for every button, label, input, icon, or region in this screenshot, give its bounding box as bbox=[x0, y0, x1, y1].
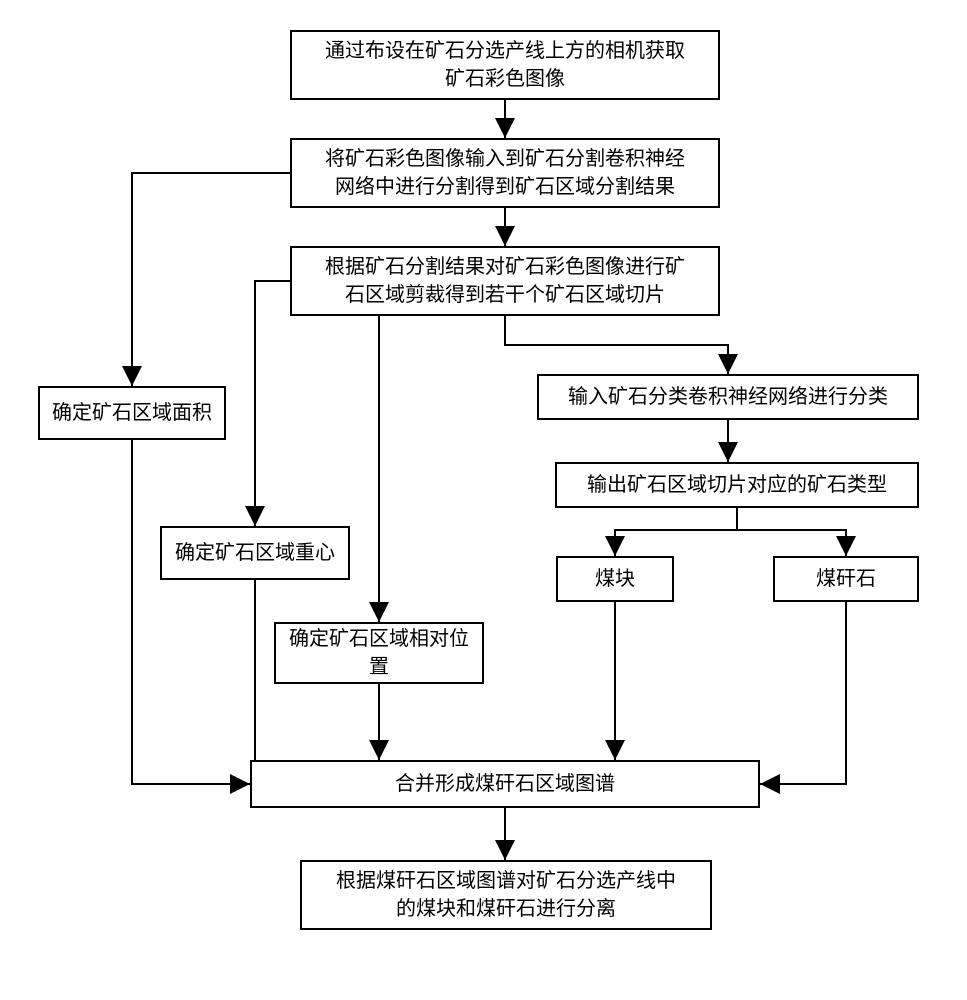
node-label: 煤块 bbox=[595, 565, 635, 593]
node-label: 合并形成煤矸石区域图谱 bbox=[395, 770, 615, 798]
node-label: 煤矸石 bbox=[816, 565, 876, 593]
flowchart-node-n6: 确定矿石区域相对位置 bbox=[274, 622, 484, 684]
node-label: 确定矿石区域重心 bbox=[175, 539, 335, 567]
flowchart-node-n9: 煤块 bbox=[556, 556, 674, 602]
flowchart-node-n12: 根据煤矸石区域图谱对矿石分选产线中的煤块和煤矸石进行分离 bbox=[300, 860, 712, 930]
flowchart-edge-5 bbox=[505, 316, 728, 374]
node-label: 确定矿石区域相对位置 bbox=[289, 625, 469, 681]
node-label: 将矿石彩色图像输入到矿石分割卷积神经网络中进行分割得到矿石区域分割结果 bbox=[325, 145, 685, 201]
flowchart-node-n2: 将矿石彩色图像输入到矿石分割卷积神经网络中进行分割得到矿石区域分割结果 bbox=[290, 138, 720, 208]
flowchart-node-n5: 确定矿石区域重心 bbox=[160, 526, 350, 580]
flowchart-node-n8: 输出矿石区域切片对应的矿石类型 bbox=[555, 462, 919, 508]
flowchart-node-n1: 通过布设在矿石分选产线上方的相机获取矿石彩色图像 bbox=[290, 30, 720, 100]
node-label: 根据煤矸石区域图谱对矿石分选产线中的煤块和煤矸石进行分离 bbox=[336, 867, 676, 923]
flowchart-edge-3 bbox=[255, 281, 290, 526]
flowchart-edge-13 bbox=[760, 602, 846, 784]
node-label: 通过布设在矿石分选产线上方的相机获取矿石彩色图像 bbox=[325, 37, 685, 93]
node-label: 确定矿石区域面积 bbox=[52, 399, 212, 427]
node-label: 输入矿石分类卷积神经网络进行分类 bbox=[568, 383, 888, 411]
flowchart-edge-2 bbox=[132, 173, 290, 386]
flowchart-edge-7 bbox=[615, 508, 737, 556]
flowchart-edge-9 bbox=[132, 440, 250, 784]
flowchart-node-n11: 合并形成煤矸石区域图谱 bbox=[250, 760, 760, 808]
flowchart-node-n4: 确定矿石区域面积 bbox=[38, 386, 226, 440]
flowchart-node-n7: 输入矿石分类卷积神经网络进行分类 bbox=[537, 374, 919, 420]
flowchart-node-n10: 煤矸石 bbox=[773, 556, 919, 602]
flowchart-edge-8 bbox=[737, 508, 846, 556]
flowchart-node-n3: 根据矿石分割结果对矿石彩色图像进行矿石区域剪裁得到若干个矿石区域切片 bbox=[290, 246, 720, 316]
node-label: 输出矿石区域切片对应的矿石类型 bbox=[587, 471, 887, 499]
node-label: 根据矿石分割结果对矿石彩色图像进行矿石区域剪裁得到若干个矿石区域切片 bbox=[325, 253, 685, 309]
